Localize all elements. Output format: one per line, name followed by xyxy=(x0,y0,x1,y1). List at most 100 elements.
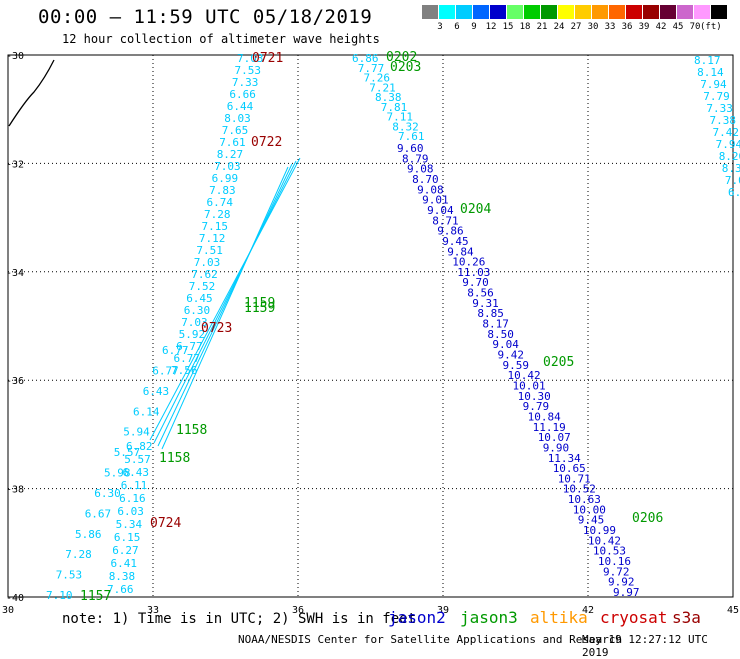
wave-height-value: 11.03 xyxy=(457,266,490,279)
color-tick-label: 12 xyxy=(485,22,497,32)
wave-height-value: 7.38 xyxy=(710,114,737,127)
wave-height-value: 9.01 xyxy=(422,194,449,207)
wave-height-value: 10.01 xyxy=(513,380,546,393)
wave-height-value: 8.3 xyxy=(722,162,740,175)
wave-height-value: 9.92 xyxy=(608,576,635,589)
wave-height-value: 9.04 xyxy=(492,338,519,351)
wave-height-value: 5.57 xyxy=(124,453,151,466)
y-tick-label: -38 xyxy=(6,485,24,496)
color-swatch xyxy=(660,5,676,19)
color-tick-label: 39 xyxy=(638,22,650,32)
wave-height-value: 10.00 xyxy=(573,503,606,516)
wave-height-value: 10.53 xyxy=(593,545,626,558)
map-frame xyxy=(7,54,734,598)
wave-height-value: 8.38 xyxy=(109,570,136,583)
wave-height-value: 6.30 xyxy=(94,487,121,500)
color-tick-label: 42 xyxy=(655,22,667,32)
wave-height-value: 7.61 xyxy=(219,136,246,149)
wave-height-value: 6.77 xyxy=(152,364,179,377)
wave-height-value: 7.21 xyxy=(369,81,396,94)
wave-height-value: 6.66 xyxy=(229,88,256,101)
wave-height-value: 9.08 xyxy=(407,163,434,176)
wave-height-value: 6.30 xyxy=(184,304,211,317)
wave-height-value: 9.45 xyxy=(578,514,605,527)
wave-height-value: 6.99 xyxy=(212,172,239,185)
color-swatch xyxy=(473,5,489,19)
footer-timestamp: May 19 12:27:12 UTC 2019 xyxy=(582,633,708,659)
wave-height-value: 5.34 xyxy=(116,518,143,531)
wave-height-value: 10.63 xyxy=(568,493,601,506)
wave-height-value: 7.03 xyxy=(194,256,221,269)
x-tick-label: 45 xyxy=(727,605,739,616)
wave-height-value: 7.33 xyxy=(232,76,259,89)
wave-height-value: 7.15 xyxy=(202,220,229,233)
wave-height-value: 10.99 xyxy=(583,524,616,537)
wave-height-value: 10.52 xyxy=(563,483,596,496)
pass-time-label: 0206 xyxy=(632,511,663,526)
wave-height-value: 7.94 xyxy=(716,138,740,151)
color-swatch xyxy=(677,5,693,19)
pass-time-label: 0202 xyxy=(386,50,417,65)
page-subtitle: 12 hour collection of altimeter wave hei… xyxy=(62,32,380,46)
wave-height-value: 6.43 xyxy=(123,466,150,479)
color-swatch xyxy=(422,5,438,19)
color-swatch xyxy=(592,5,608,19)
satellite-altika-label: altika xyxy=(530,608,588,627)
wave-height-value: 7.56 xyxy=(171,364,198,377)
wave-height-value: 9.08 xyxy=(417,183,444,196)
wave-height-value: 6.11 xyxy=(121,479,148,492)
wave-height-value: 6.15 xyxy=(114,531,140,544)
wave-height-value: 7.77 xyxy=(358,62,385,75)
color-swatch xyxy=(626,5,642,19)
pass-time-label: 0204 xyxy=(460,202,491,217)
x-tick-label: 42 xyxy=(582,605,594,616)
wave-height-value: 8.27 xyxy=(217,148,244,161)
page-title: 00:00 – 11:59 UTC 05/18/2019 xyxy=(38,6,373,28)
color-swatch xyxy=(524,5,540,19)
satellite-s3a-label: s3a xyxy=(672,608,701,627)
wave-height-value: 9.60 xyxy=(397,142,424,155)
wave-height-value: 10.16 xyxy=(598,555,631,568)
pass-time-label: 1158 xyxy=(159,451,190,466)
pass-time-label: 0724 xyxy=(150,516,181,531)
color-tick-label: 6 xyxy=(454,22,460,32)
wave-height-value: 7.62 xyxy=(191,268,218,281)
wave-height-value: 6.03 xyxy=(117,505,143,518)
wave-height-value: 9.79 xyxy=(523,400,550,413)
wave-height-value: 7.53 xyxy=(235,64,262,77)
coastline xyxy=(8,59,55,127)
wave-height-value: 7.42 xyxy=(713,126,740,139)
wave-height-value: 10.42 xyxy=(508,369,541,382)
wave-height-value: 8.03 xyxy=(224,112,251,125)
pass-time-label: 0205 xyxy=(543,355,574,370)
wave-height-value: 7.94 xyxy=(700,78,727,91)
color-tick-label: 36 xyxy=(621,22,633,32)
color-swatch xyxy=(490,5,506,19)
wave-height-value: 8.14 xyxy=(697,66,724,79)
wave-height-value: 9.72 xyxy=(603,565,630,578)
satellite-cryosat-label: cryosat xyxy=(600,608,668,627)
wave-height-value: 5.92 xyxy=(179,328,206,341)
color-swatch xyxy=(456,5,472,19)
color-swatch xyxy=(609,5,625,19)
wave-height-value: 6.27 xyxy=(112,544,139,557)
pass-time-label: 0721 xyxy=(252,51,283,66)
color-tick-label: 45 xyxy=(672,22,684,32)
y-tick-label: -32 xyxy=(6,159,24,170)
wave-height-value: 6.86 xyxy=(352,52,379,65)
wave-height-value: 8.17 xyxy=(694,54,721,67)
pass-time-label: 1159 xyxy=(244,301,275,316)
pass-time-label: 0203 xyxy=(390,60,421,75)
wave-height-value: 9.70 xyxy=(462,276,489,289)
wave-height-value: 8.56 xyxy=(467,287,494,300)
wave-height-value: 10.42 xyxy=(588,534,621,547)
wave-height-value: 8.32 xyxy=(392,120,419,133)
color-tick-label: 15 xyxy=(502,22,514,32)
wave-height-value: 5.86 xyxy=(75,528,102,541)
color-swatch xyxy=(711,5,727,19)
color-swatch xyxy=(694,5,710,19)
wave-height-value: 7.33 xyxy=(706,102,733,115)
wave-height-value: 9.04 xyxy=(427,204,454,217)
wave-height-value: 9.42 xyxy=(498,349,525,362)
